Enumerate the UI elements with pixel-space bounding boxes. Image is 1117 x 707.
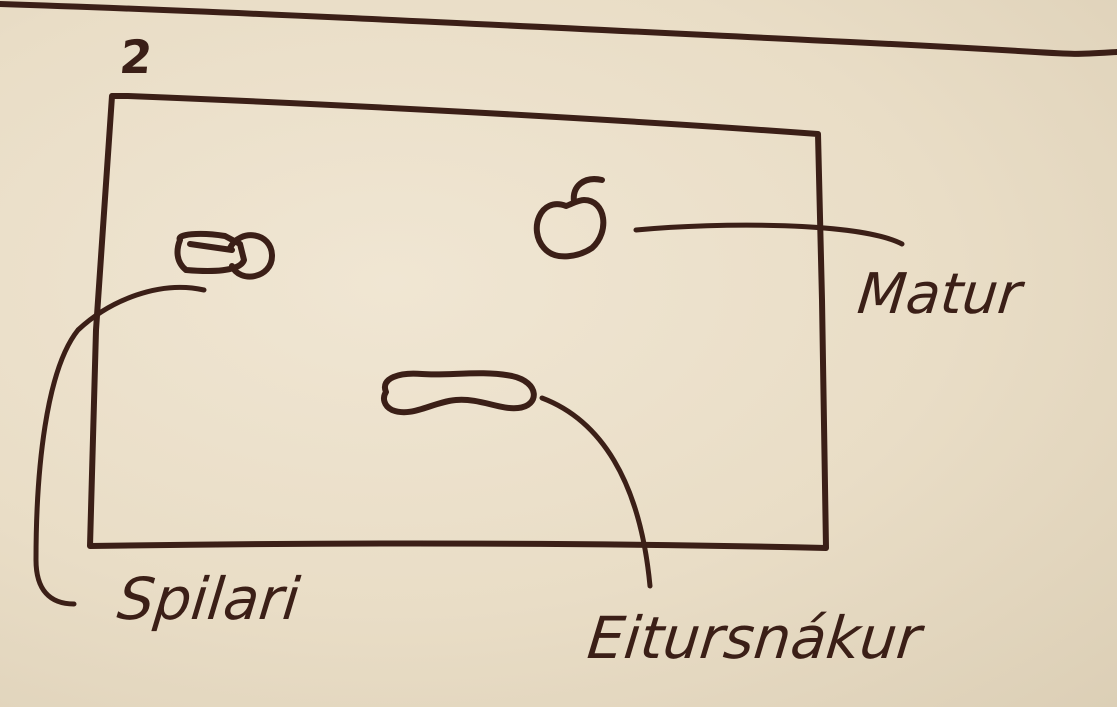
page-divider-line	[0, 1, 1117, 57]
label-spilari: Spilari	[114, 565, 303, 633]
label-matur: Matur	[854, 262, 1025, 327]
frame-number: 2	[117, 30, 155, 84]
poison-snake-icon	[381, 370, 537, 416]
label-eitursnakur: Eitursnákur	[584, 604, 925, 672]
leader-line-spilari	[33, 284, 207, 607]
apple-icon	[533, 176, 607, 260]
leader-line-eitursnakur	[539, 395, 653, 589]
player-icon	[174, 230, 275, 280]
game-frame	[87, 93, 829, 551]
leader-line-matur	[633, 222, 905, 247]
